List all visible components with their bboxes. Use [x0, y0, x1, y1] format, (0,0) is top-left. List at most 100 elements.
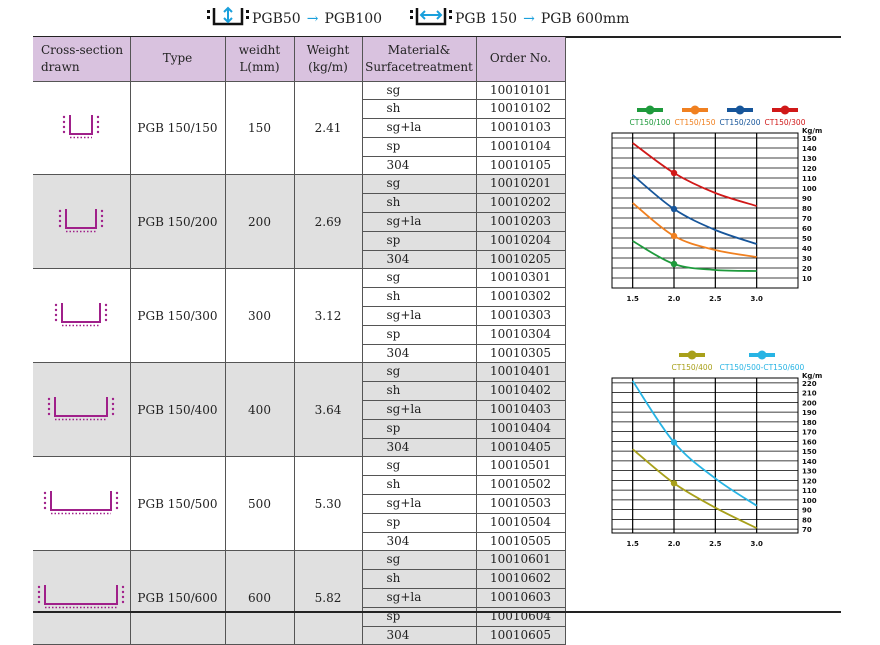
table-row: sh 10010402	[33, 381, 566, 402]
order-number-cell: 10010502	[476, 475, 566, 496]
material-cell: sp	[362, 513, 477, 533]
y-tick-label: 80	[802, 516, 812, 524]
table-row: PGB 150/150 150 2.41 sg 10010101	[33, 81, 566, 176]
order-number-cell: 10010301	[476, 268, 566, 289]
y-tick-label: 90	[802, 195, 812, 203]
material-cell: 304	[362, 626, 477, 645]
width-cell: 150	[225, 81, 295, 176]
order-number-cell: 10010605	[476, 626, 566, 645]
cross-section-icon	[33, 550, 131, 645]
order-number-cell: 10010102	[476, 99, 566, 120]
table-row: sp 10010204	[33, 231, 566, 251]
y-tick-label: 200	[802, 399, 817, 407]
table-row: sg+la 10010403	[33, 400, 566, 420]
order-number-cell: 10010105	[476, 156, 566, 176]
x-tick-label: 2.0	[668, 295, 681, 303]
table-row: 304 10010205	[33, 250, 566, 270]
y-tick-label: 220	[802, 380, 817, 388]
legend-marker	[735, 105, 745, 115]
material-cell: sg+la	[362, 588, 477, 608]
order-number-cell: 10010201	[476, 174, 566, 195]
order-number-cell: 10010304	[476, 325, 566, 345]
cross-section-icon	[33, 268, 131, 364]
width-cell: 300	[225, 268, 295, 364]
table-row: sp 10010104	[33, 137, 566, 157]
series-line	[631, 380, 758, 507]
y-tick-label: 110	[802, 487, 817, 495]
table-row: PGB 150/200 200 2.69 sg 10010201	[33, 174, 566, 270]
material-cell: sg	[362, 362, 477, 383]
material-cell: 304	[362, 156, 477, 176]
tray-width-icon	[410, 6, 452, 32]
material-cell: sp	[362, 419, 477, 439]
data-point	[670, 169, 678, 177]
y-tick-label: 90	[802, 507, 812, 515]
y-tick-label: 70	[802, 526, 812, 534]
material-cell: sh	[362, 381, 477, 402]
order-number-cell: 10010602	[476, 569, 566, 590]
legend-label: CT150/100	[630, 118, 671, 127]
table-row: sp 10010504	[33, 513, 566, 533]
material-cell: sh	[362, 287, 477, 308]
legend-marker	[780, 105, 790, 115]
header-range-small: PGB50 → PGB100	[207, 6, 382, 32]
series-line	[632, 142, 757, 207]
order-number-cell: 10010104	[476, 137, 566, 157]
cross-section-icon	[33, 81, 131, 176]
table-row: sg+la 10010503	[33, 494, 566, 514]
x-tick-label: 3.0	[750, 540, 763, 548]
order-number-cell: 10010504	[476, 513, 566, 533]
type-cell: PGB 150/400	[130, 362, 226, 458]
weight-cell: 3.64	[294, 362, 363, 458]
series-line	[632, 202, 757, 258]
material-cell: sg	[362, 456, 477, 477]
weight-cell: 2.69	[294, 174, 363, 270]
y-tick-label: 20	[802, 265, 812, 273]
y-tick-label: 190	[802, 409, 817, 417]
table-row: sh 10010602	[33, 569, 566, 590]
data-point	[670, 232, 678, 240]
x-tick-label: 1.5	[626, 295, 639, 303]
type-cell: PGB 150/300	[130, 268, 226, 364]
series-line	[632, 240, 757, 272]
material-cell: sh	[362, 99, 477, 120]
type-cell: PGB 150/600	[130, 550, 226, 645]
arrow-icon: →	[306, 11, 319, 27]
col-header-type: Type	[130, 37, 226, 82]
y-tick-label: 170	[802, 429, 817, 437]
order-number-cell: 10010403	[476, 400, 566, 420]
chart-load-small: CT150/100 CT150/150 CT150/200 CT150/300 10 20…	[611, 105, 822, 303]
weight-cell: 5.30	[294, 456, 363, 552]
order-number-cell: 10010404	[476, 419, 566, 439]
order-number-cell: 10010202	[476, 193, 566, 214]
order-number-cell: 10010302	[476, 287, 566, 308]
data-point	[670, 205, 678, 213]
weight-cell: 5.82	[294, 550, 363, 645]
col-header-width: weidht L(mm)	[225, 37, 295, 82]
table-row: PGB 150/500 500 5.30 sg 10010501	[33, 456, 566, 552]
y-tick-label: 150	[802, 135, 817, 143]
y-tick-label: 30	[802, 255, 812, 263]
data-point	[670, 439, 678, 446]
unit-label: Kg/m	[802, 127, 822, 135]
material-cell: sh	[362, 193, 477, 214]
y-tick-label: 60	[802, 225, 812, 233]
material-cell: 304	[362, 532, 477, 552]
order-number-cell: 10010303	[476, 306, 566, 326]
header-left-to: PGB100	[324, 11, 383, 27]
legend-label: CT150/200	[720, 118, 761, 127]
cross-section-icon	[33, 174, 131, 270]
x-tick-label: 2.5	[709, 295, 722, 303]
data-point	[670, 260, 678, 268]
header-left-from: PGB50	[252, 11, 301, 27]
order-number-cell: 10010305	[476, 344, 566, 364]
plot-frame	[611, 132, 799, 289]
material-cell: sh	[362, 569, 477, 590]
table-row: sh 10010502	[33, 475, 566, 496]
y-tick-label: 180	[802, 419, 817, 427]
type-cell: PGB 150/200	[130, 174, 226, 270]
material-cell: sg+la	[362, 494, 477, 514]
table-row: PGB 150/400 400 3.64 sg 10010401	[33, 362, 566, 458]
order-number-cell: 10010203	[476, 212, 566, 232]
y-tick-label: 110	[802, 175, 817, 183]
